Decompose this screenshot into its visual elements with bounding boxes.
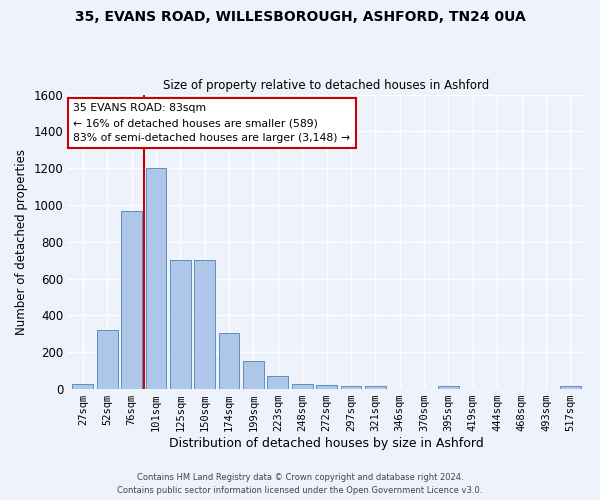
Text: 35 EVANS ROAD: 83sqm
← 16% of detached houses are smaller (589)
83% of semi-deta: 35 EVANS ROAD: 83sqm ← 16% of detached h… bbox=[73, 104, 350, 143]
Bar bbox=[438, 386, 459, 389]
Y-axis label: Number of detached properties: Number of detached properties bbox=[15, 149, 28, 335]
Title: Size of property relative to detached houses in Ashford: Size of property relative to detached ho… bbox=[163, 79, 490, 92]
Bar bbox=[341, 386, 361, 389]
Bar bbox=[146, 168, 166, 389]
X-axis label: Distribution of detached houses by size in Ashford: Distribution of detached houses by size … bbox=[169, 437, 484, 450]
Bar bbox=[219, 333, 239, 389]
Bar bbox=[194, 260, 215, 389]
Bar bbox=[73, 384, 93, 389]
Bar bbox=[316, 386, 337, 389]
Bar bbox=[292, 384, 313, 389]
Text: 35, EVANS ROAD, WILLESBOROUGH, ASHFORD, TN24 0UA: 35, EVANS ROAD, WILLESBOROUGH, ASHFORD, … bbox=[74, 10, 526, 24]
Bar bbox=[365, 386, 386, 389]
Bar bbox=[97, 330, 118, 389]
Text: Contains HM Land Registry data © Crown copyright and database right 2024.
Contai: Contains HM Land Registry data © Crown c… bbox=[118, 474, 482, 495]
Bar bbox=[121, 210, 142, 389]
Bar bbox=[170, 260, 191, 389]
Bar bbox=[268, 376, 288, 389]
Bar bbox=[560, 386, 581, 389]
Bar bbox=[243, 360, 264, 389]
